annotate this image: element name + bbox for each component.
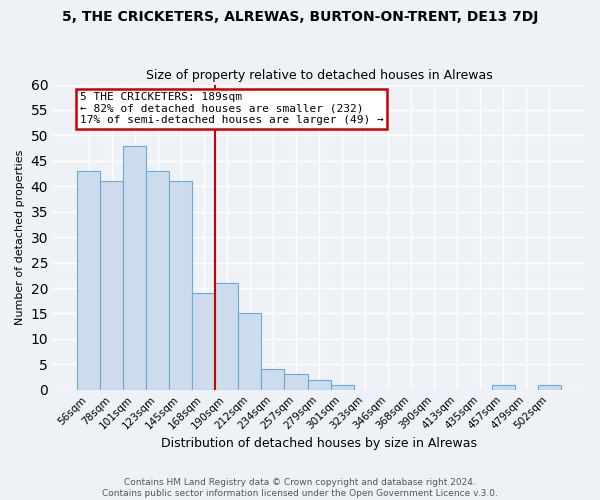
Bar — [215, 283, 238, 390]
Text: 5 THE CRICKETERS: 189sqm
← 82% of detached houses are smaller (232)
17% of semi-: 5 THE CRICKETERS: 189sqm ← 82% of detach… — [80, 92, 383, 126]
Text: 5, THE CRICKETERS, ALREWAS, BURTON-ON-TRENT, DE13 7DJ: 5, THE CRICKETERS, ALREWAS, BURTON-ON-TR… — [62, 10, 538, 24]
Bar — [538, 384, 561, 390]
Bar — [492, 384, 515, 390]
Bar — [193, 293, 215, 390]
Bar — [262, 370, 284, 390]
Bar — [169, 181, 193, 390]
Bar — [77, 171, 100, 390]
Text: Contains HM Land Registry data © Crown copyright and database right 2024.
Contai: Contains HM Land Registry data © Crown c… — [102, 478, 498, 498]
Title: Size of property relative to detached houses in Alrewas: Size of property relative to detached ho… — [146, 69, 493, 82]
Bar — [331, 384, 353, 390]
Y-axis label: Number of detached properties: Number of detached properties — [15, 150, 25, 325]
Bar — [146, 171, 169, 390]
Bar — [123, 146, 146, 390]
Bar — [284, 374, 308, 390]
Bar — [308, 380, 331, 390]
Bar — [238, 314, 262, 390]
X-axis label: Distribution of detached houses by size in Alrewas: Distribution of detached houses by size … — [161, 437, 477, 450]
Bar — [100, 181, 123, 390]
